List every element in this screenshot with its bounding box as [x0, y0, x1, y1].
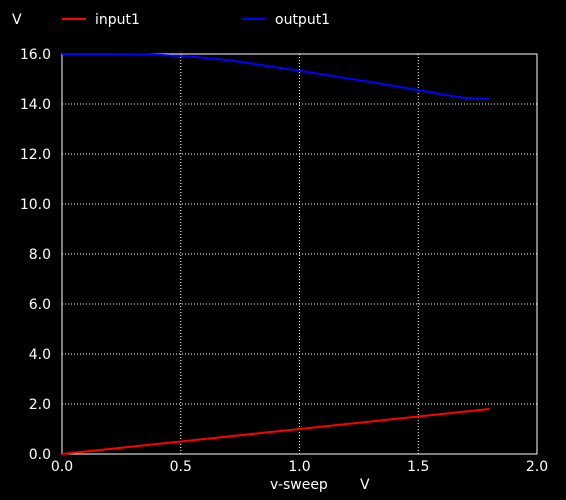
series	[61, 53, 490, 455]
x-tick-label: 0.0	[51, 459, 73, 475]
y-tick-label: 0.0	[29, 447, 51, 463]
y-axis-unit: V	[12, 12, 22, 28]
y-tick-label: 6.0	[29, 297, 51, 313]
grid	[62, 54, 537, 454]
y-tick-label: 2.0	[29, 397, 51, 413]
series-line-output1	[62, 53, 490, 100]
y-tick-label: 8.0	[29, 247, 51, 263]
y-tick-label: 4.0	[29, 347, 51, 363]
x-axis-label: v-sweep	[270, 477, 328, 493]
legend-label-input1: input1	[95, 12, 140, 28]
x-tick-label: 2.0	[526, 459, 548, 475]
x-tick-label: 1.0	[288, 459, 310, 475]
x-tick-label: 0.5	[170, 459, 192, 475]
legend: input1 output1	[62, 12, 330, 28]
y-tick-label: 14.0	[20, 97, 51, 113]
series-line-input1	[61, 408, 490, 455]
x-tick-label: 1.5	[407, 459, 429, 475]
legend-label-output1: output1	[275, 12, 330, 28]
y-tick-label: 16.0	[20, 47, 51, 63]
x-axis-unit: V	[360, 477, 370, 493]
tick-labels: 0.0 0.5 1.0 1.5 2.0 0.0 2.0 4.0 6.0 8.0 10.0 12.0 14…	[20, 47, 548, 475]
y-tick-label: 10.0	[20, 197, 51, 213]
y-tick-label: 12.0	[20, 147, 51, 163]
